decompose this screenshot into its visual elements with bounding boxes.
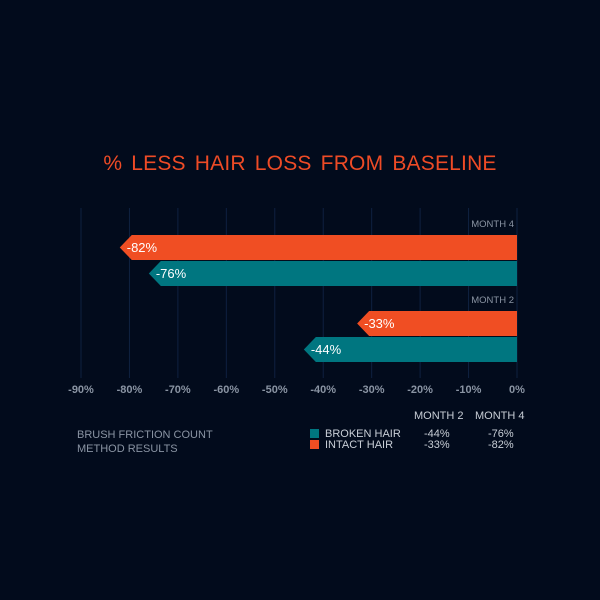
x-tick-label: -20% [407,384,433,396]
legend-col-month-4: MONTH 4 [475,410,525,422]
bar-value-label: -82% [127,240,158,255]
x-tick-label: 0% [509,384,525,396]
x-tick-label: -30% [359,384,385,396]
legend-label-broken: BROKEN HAIR [325,428,401,440]
bar-value-label: -76% [156,266,187,281]
legend-value: -76% [488,428,514,440]
group-label: MONTH 4 [471,219,514,230]
legend-col-month-2: MONTH 2 [414,410,464,422]
bar-value-label: -33% [364,316,395,331]
bar [148,261,518,286]
legend-swatch-broken [310,429,319,438]
legend-value: -44% [424,428,450,440]
note-line-1: BRUSH FRICTION COUNT [77,429,213,441]
x-tick-label: -90% [68,384,94,396]
chart-title: % LESS HAIR LOSS FROM BASELINE [103,152,497,175]
x-tick-label: -60% [213,384,239,396]
x-tick-label: -40% [310,384,336,396]
bar [119,235,517,260]
x-tick-label: -80% [117,384,143,396]
method-note: BRUSH FRICTION COUNT METHOD RESULTS [77,428,213,456]
legend-value: -33% [424,439,450,451]
bar-value-label: -44% [311,342,342,357]
legend-label-intact: INTACT HAIR [325,439,394,451]
x-tick-label: -70% [165,384,191,396]
bar [357,311,517,336]
legend-swatch-intact [310,440,319,449]
x-tick-label: -10% [456,384,482,396]
bar [303,337,517,362]
note-line-2: METHOD RESULTS [77,443,178,455]
legend-value: -82% [488,439,514,451]
x-tick-label: -50% [262,384,288,396]
group-label: MONTH 2 [471,295,514,306]
